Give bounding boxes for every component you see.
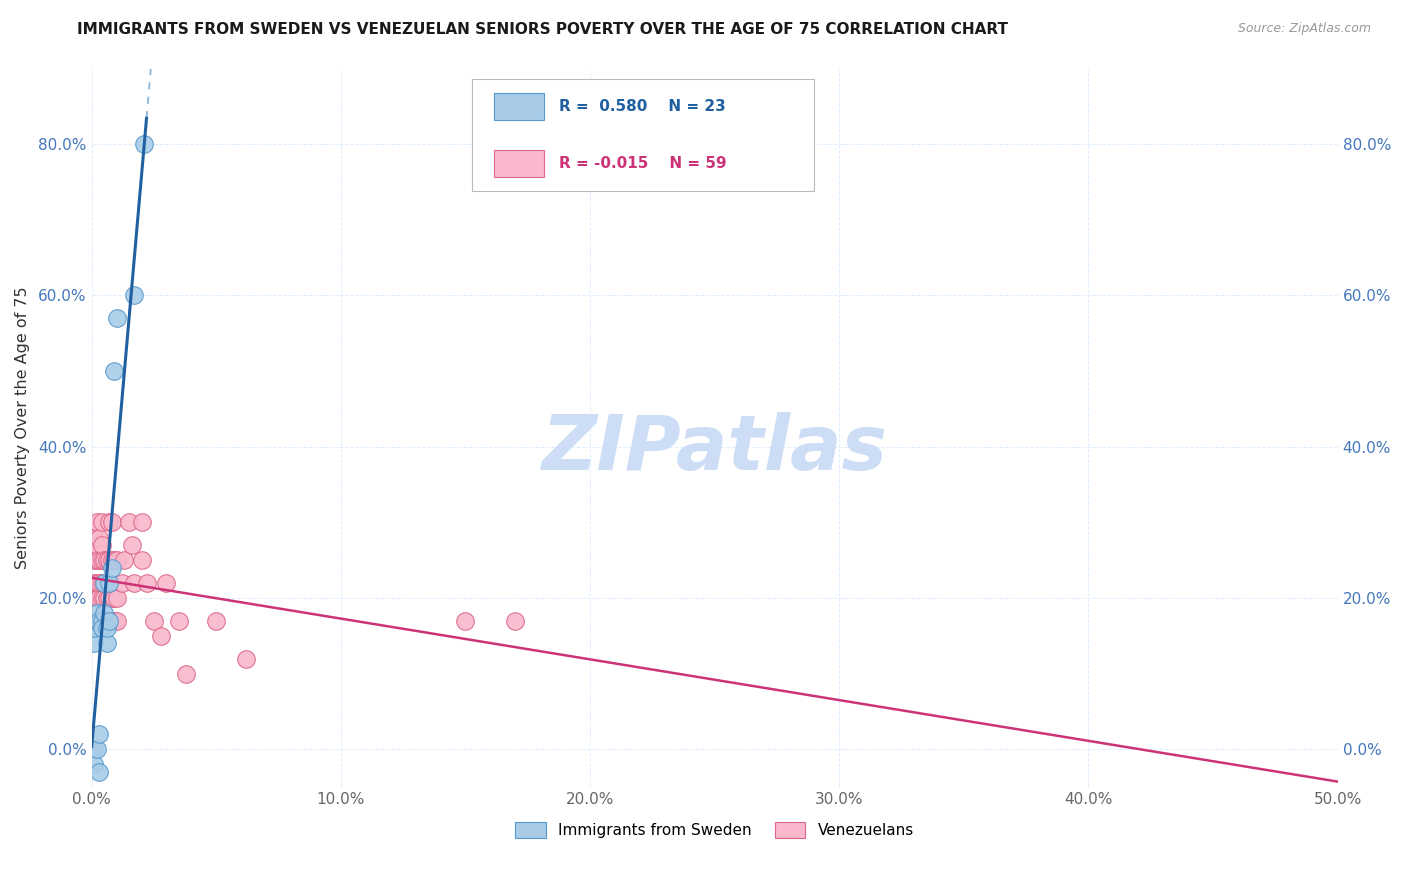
Point [100, 516, 122, 530]
Point [89, 727, 111, 741]
Point [96, 614, 118, 628]
Point [93, 553, 115, 567]
Point [86, 591, 108, 605]
Point [93, 575, 115, 590]
Bar [494, 93, 544, 120]
Point [103, 364, 125, 378]
Point [83, 636, 105, 650]
Point [100, 561, 122, 575]
Y-axis label: Seniors Poverty Over the Age of 75: Seniors Poverty Over the Age of 75 [15, 286, 30, 569]
Point [135, 575, 157, 590]
Point [89, 764, 111, 779]
Point [105, 553, 128, 567]
Point [103, 591, 125, 605]
Point [100, 553, 122, 567]
Point [90, 516, 112, 530]
Point [96, 553, 118, 567]
Point [96, 636, 118, 650]
Point [98, 553, 121, 567]
Point [83, 742, 105, 756]
Point [86, 553, 108, 567]
Point [205, 614, 228, 628]
Point [454, 614, 477, 628]
Point [176, 666, 198, 681]
Point [89, 591, 111, 605]
Point [93, 575, 115, 590]
Point [98, 516, 121, 530]
Point [90, 614, 112, 628]
Point [167, 614, 190, 628]
Point [105, 311, 128, 326]
Point [89, 575, 111, 590]
Point [90, 553, 112, 567]
Point [90, 591, 112, 605]
Point [131, 516, 153, 530]
Point [86, 516, 108, 530]
Point [132, 137, 155, 152]
Text: IMMIGRANTS FROM SWEDEN VS VENEZUELAN SENIORS POVERTY OVER THE AGE OF 75 CORRELAT: IMMIGRANTS FROM SWEDEN VS VENEZUELAN SEN… [77, 22, 1008, 37]
Text: ZIPatlas: ZIPatlas [541, 412, 887, 486]
Point [89, 614, 111, 628]
Point [103, 614, 125, 628]
Point [150, 629, 173, 643]
Point [93, 614, 115, 628]
Point [122, 575, 145, 590]
Point [96, 621, 118, 635]
Point [105, 591, 128, 605]
Bar [494, 150, 544, 178]
Text: Source: ZipAtlas.com: Source: ZipAtlas.com [1237, 22, 1371, 36]
Point [83, 531, 105, 545]
Point [93, 591, 115, 605]
Point [96, 591, 118, 605]
Point [93, 606, 115, 620]
Point [112, 553, 135, 567]
Point [122, 288, 145, 302]
Point [86, 614, 108, 628]
Point [155, 575, 177, 590]
Point [90, 575, 112, 590]
Point [100, 614, 122, 628]
Point [505, 614, 527, 628]
Point [118, 516, 141, 530]
Point [103, 553, 125, 567]
Point [143, 614, 166, 628]
Point [98, 614, 121, 628]
Legend: Immigrants from Sweden, Venezuelans: Immigrants from Sweden, Venezuelans [509, 816, 920, 844]
Point [83, 621, 105, 635]
Point [90, 621, 112, 635]
Point [90, 538, 112, 552]
Point [89, 614, 111, 628]
Point [83, 553, 105, 567]
Point [131, 553, 153, 567]
Point [83, 575, 105, 590]
Point [98, 575, 121, 590]
Point [89, 531, 111, 545]
Text: R =  0.580    N = 23: R = 0.580 N = 23 [560, 99, 725, 114]
Point [89, 553, 111, 567]
Point [98, 591, 121, 605]
Point [83, 757, 105, 772]
FancyBboxPatch shape [471, 79, 814, 191]
Point [105, 614, 128, 628]
Point [110, 575, 132, 590]
Point [86, 538, 108, 552]
Point [98, 614, 121, 628]
Point [90, 614, 112, 628]
Point [235, 651, 257, 665]
Point [86, 575, 108, 590]
Point [86, 606, 108, 620]
Text: R = -0.015    N = 59: R = -0.015 N = 59 [560, 156, 727, 171]
Point [83, 614, 105, 628]
Point [86, 614, 108, 628]
Point [100, 591, 122, 605]
Point [86, 742, 108, 756]
Point [121, 538, 143, 552]
